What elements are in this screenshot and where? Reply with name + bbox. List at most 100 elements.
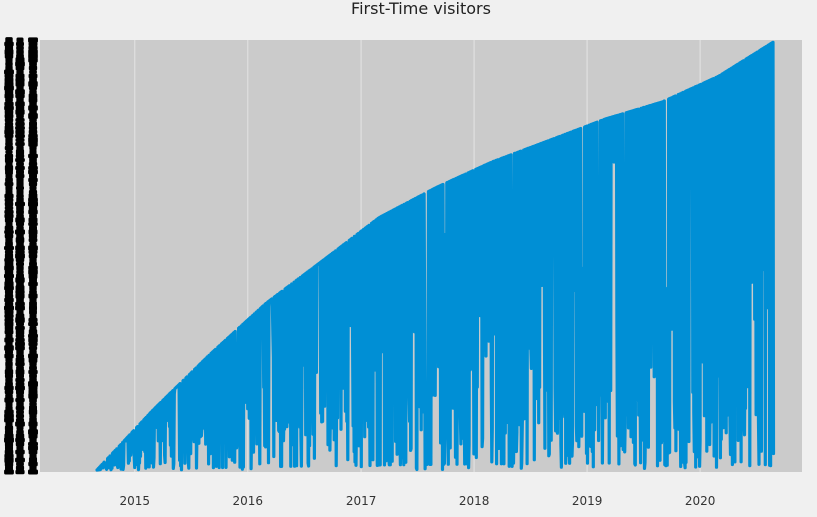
y-tick-label-mark [4,225,14,231]
y-tick-label-mark [16,225,24,231]
y-tick-label-mark [5,177,13,183]
y-tick-label-mark [16,209,24,215]
y-tick-label-mark [15,325,25,331]
y-tick-label-mark [15,89,25,95]
y-tick-label-mark [28,181,38,187]
y-tick-label-mark [4,253,14,259]
y-tick-label-mark [28,461,38,467]
y-tick-label-mark [16,453,24,459]
y-tick-label-mark [4,345,14,351]
y-tick-label-mark [16,409,24,415]
y-tick-label-mark [4,265,14,271]
x-tick-label: 2020 [685,494,716,508]
y-tick-label-mark [29,417,37,423]
y-tick-label-mark [15,101,25,107]
y-tick-label-mark [28,165,38,171]
y-tick-label-mark [28,65,38,71]
y-tick-label-mark [5,221,13,227]
y-tick-label-mark [15,457,25,463]
y-tick-label-mark [29,61,37,67]
y-tick-label-mark [28,217,38,223]
y-tick-label-mark [4,285,14,291]
y-tick-label-mark [5,401,13,407]
y-tick-label-mark [4,329,14,335]
y-tick-label-mark [28,233,38,239]
y-tick-label-mark [16,309,24,315]
y-tick-label-mark [16,189,24,195]
y-tick-label-mark [16,181,24,187]
y-tick-label-mark [28,129,38,135]
y-tick-label-mark [15,417,25,423]
y-tick-label-mark [29,149,37,155]
y-tick-label-mark [16,37,24,43]
y-tick-label-mark [5,421,13,427]
y-tick-label-mark [15,301,25,307]
y-tick-label-mark [4,269,14,275]
y-tick-label-mark [16,49,24,55]
y-tick-label-mark [16,297,24,303]
y-tick-label-mark [28,293,38,299]
y-tick-label-mark [28,249,38,255]
y-tick-label-mark [29,325,37,331]
y-tick-label-mark [15,437,25,443]
y-tick-label-mark [4,145,14,151]
y-tick-label-mark [4,349,14,355]
y-tick-label-mark [5,341,13,347]
y-tick-label-mark [4,213,14,219]
x-ticks: 2015 2016 2017 2018 2019 2020 [119,494,715,508]
y-tick-label-mark [4,389,14,395]
y-tick-label-mark [4,309,14,315]
y-tick-label-mark [15,257,25,263]
y-tick-label-mark [15,221,25,227]
y-tick-label-mark [29,365,37,371]
y-tick-label-mark [15,377,25,383]
y-tick-label-mark [28,433,38,439]
y-tick-label-mark [16,425,24,431]
y-tick-label-mark [28,245,38,251]
y-tick-label-mark [15,153,25,159]
y-tick-label-mark [28,321,38,327]
y-tick-label-mark [4,181,14,187]
y-tick-label-mark [4,245,14,251]
y-tick-label-mark [4,317,14,323]
y-tick-label-mark [15,385,25,391]
y-tick-label-mark [16,349,24,355]
y-tick-label-mark [16,365,24,371]
y-tick-label-mark [4,301,14,307]
y-tick-label-mark [15,133,25,139]
y-tick-label-mark [16,429,24,435]
y-tick-label-mark [5,65,13,71]
y-tick-label-mark [15,245,25,251]
y-tick-label-mark [15,305,25,311]
y-tick-label-mark [15,141,25,147]
y-tick-label-mark [28,253,38,259]
y-tick-label-mark [28,221,38,227]
y-tick-label-mark [28,441,38,447]
y-tick-label-mark [28,81,38,87]
y-tick-label-mark [4,445,14,451]
y-tick-label-mark [15,165,25,171]
y-tick-label-mark [16,213,24,219]
y-tick-label-mark [29,437,37,443]
y-tick-label-mark [15,285,25,291]
y-tick-label-mark [28,329,38,335]
y-tick-label-mark [16,205,24,211]
chart-title: First-Time visitors [351,0,491,18]
y-tick-label-mark [4,193,14,199]
y-tick-label-mark [29,285,37,291]
y-tick-label-mark [5,241,13,247]
y-tick-label-mark [4,121,14,127]
y-tick-label-mark [28,337,38,343]
x-tick-label: 2017 [346,494,377,508]
y-tick-label-mark [15,369,25,375]
y-tick-label-mark [29,361,37,367]
y-tick-label-mark [5,57,13,63]
y-tick-label-mark [4,353,14,359]
x-tick-label: 2018 [459,494,490,508]
y-tick-label-mark [28,345,38,351]
y-tick-label-mark [29,349,37,355]
y-tick-label-mark [4,249,14,255]
y-tick-label-mark [4,129,14,135]
y-tick-label-mark [5,185,13,191]
y-tick-label-mark [15,441,25,447]
